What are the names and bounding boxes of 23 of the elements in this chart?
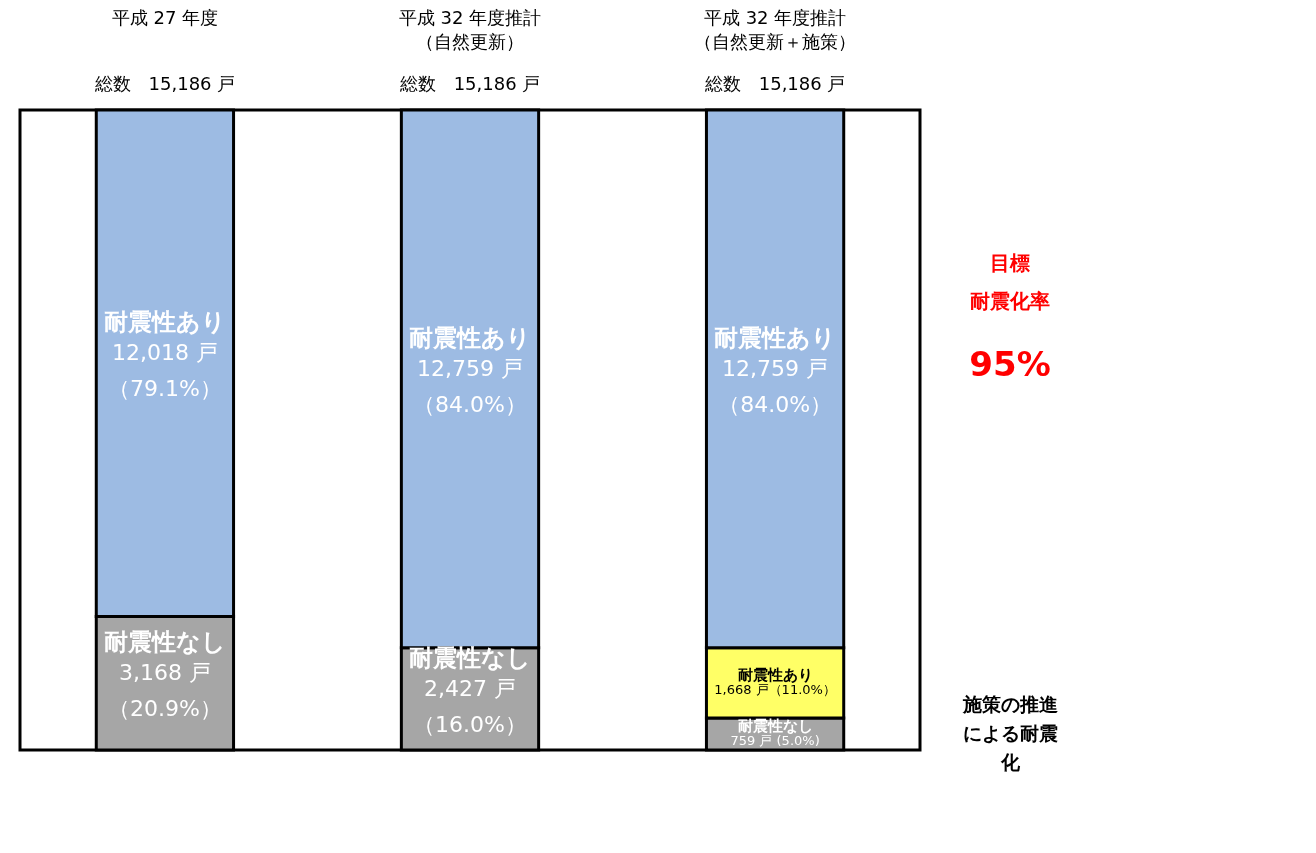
total-label: 総数 15,186 戸 bbox=[398, 73, 541, 94]
data-label: 3,168 戸（20.9%） bbox=[107, 660, 222, 722]
total-label: 総数 15,186 戸 bbox=[93, 73, 236, 94]
data-label: 12,759 戸（84.0%） bbox=[413, 355, 527, 417]
data-label: 759 戸 (5.0%) bbox=[730, 733, 820, 749]
series-label: 耐震性なし bbox=[737, 717, 813, 736]
text: 95% bbox=[969, 344, 1051, 384]
x-tick-label: 平成 27 年度 bbox=[111, 7, 219, 28]
text: 耐震性あり bbox=[714, 323, 837, 352]
data-label: 12,759 戸（84.0%） bbox=[718, 355, 833, 417]
x-tick-label: 平成 32 年度推計（自然更新） bbox=[398, 7, 542, 52]
text: 施策の推進による耐震化 bbox=[961, 693, 1058, 774]
text: 目標 bbox=[990, 250, 1030, 275]
text: 耐震性なし bbox=[103, 628, 226, 657]
series-label: 耐震性あり bbox=[409, 323, 531, 352]
text: 耐震性なし bbox=[409, 643, 531, 672]
total-label: 総数 15,186 戸 bbox=[703, 73, 846, 94]
x-tick-label: 平成 32 年度推計（自然更新＋施策） bbox=[694, 7, 857, 52]
text: 耐震化率 bbox=[970, 289, 1050, 313]
text: 耐震性あり bbox=[103, 308, 226, 337]
data-label: 2,427 戸（16.0%） bbox=[413, 675, 527, 737]
data-label: 12,018 戸（79.1%） bbox=[107, 340, 222, 402]
series-label: 耐震性あり bbox=[737, 665, 813, 684]
